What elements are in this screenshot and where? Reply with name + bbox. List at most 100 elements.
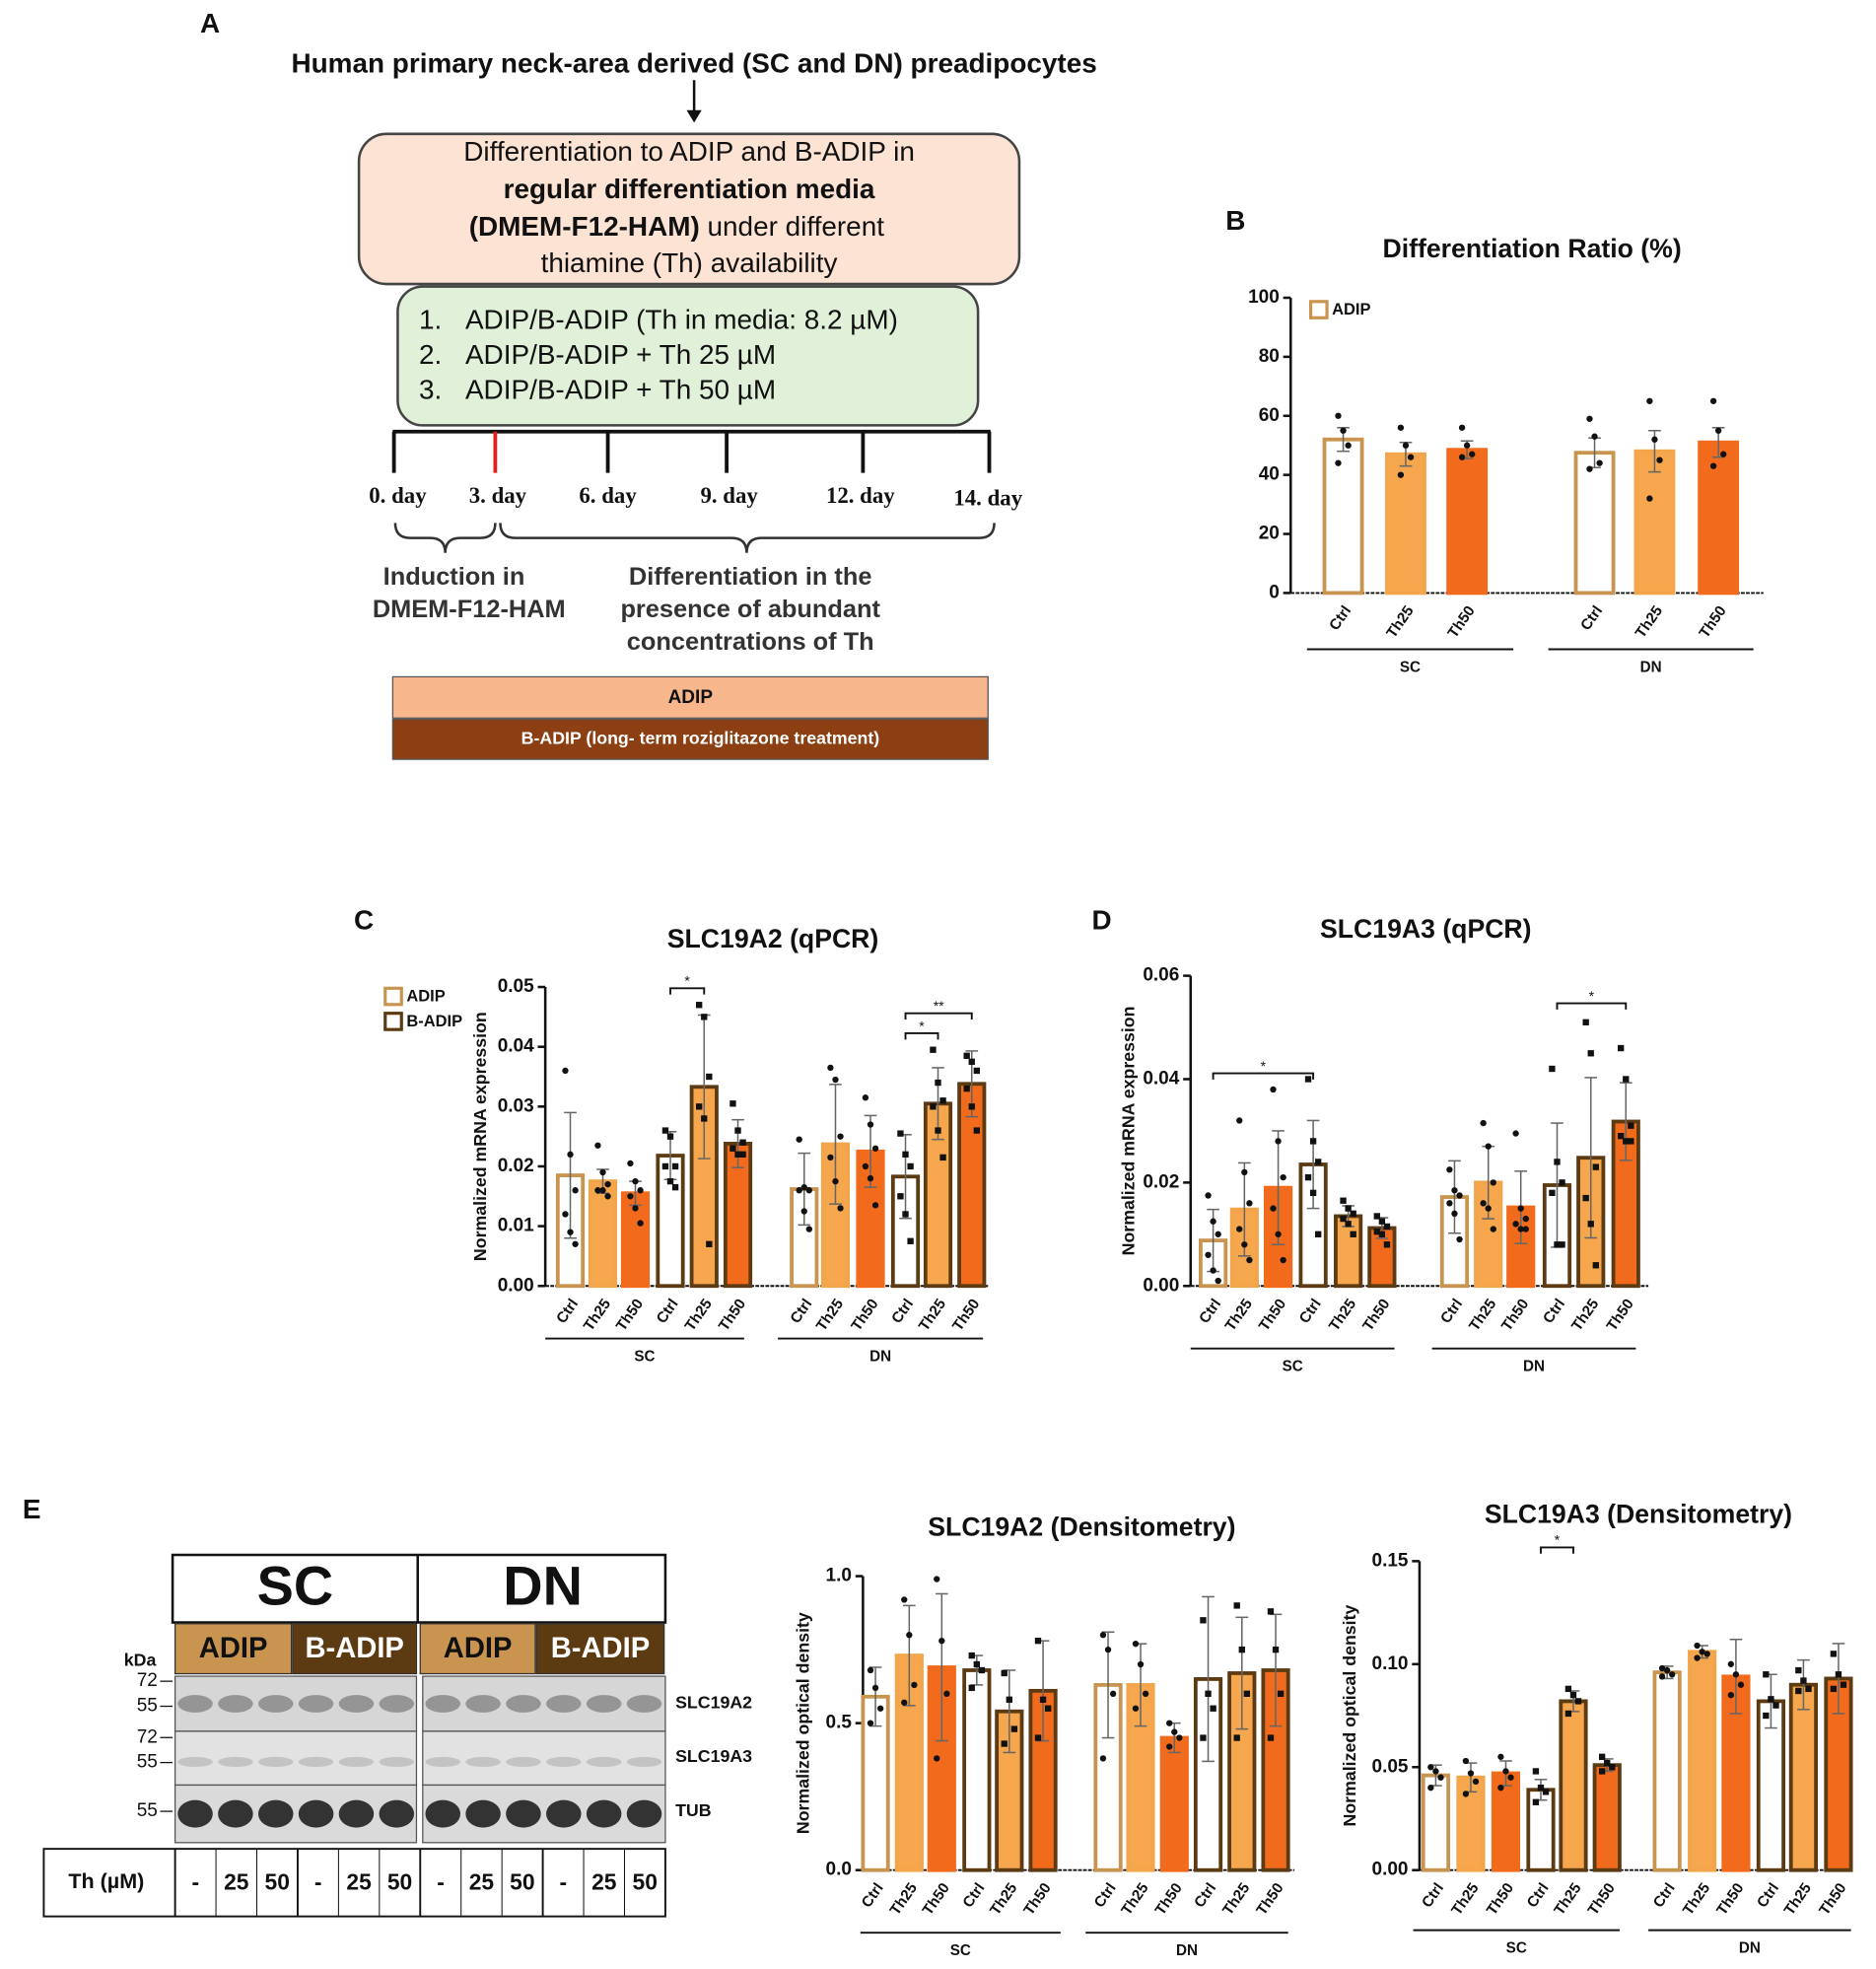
band-label: SLC19A2 xyxy=(675,1693,752,1713)
data-point xyxy=(1472,1778,1480,1786)
step-text: ADIP/B-ADIP + Th 50 µM xyxy=(465,375,776,405)
brace xyxy=(499,523,996,553)
data-point xyxy=(1132,1705,1140,1712)
data-point xyxy=(1497,1753,1504,1760)
data-point xyxy=(1502,1768,1509,1775)
data-point xyxy=(1456,1235,1463,1243)
y-tick-label: 80 xyxy=(1259,346,1280,367)
data-point xyxy=(871,1145,879,1152)
x-tick-label: Ctrl xyxy=(1091,1880,1120,1911)
data-point xyxy=(1658,1673,1666,1680)
data-point xyxy=(1497,1784,1504,1792)
x-tick-label: Th25 xyxy=(1781,1879,1816,1918)
significance-bracket xyxy=(904,1012,973,1020)
data-point xyxy=(1463,442,1471,449)
data-point xyxy=(1835,1671,1842,1678)
th-lane: 25 xyxy=(591,1869,617,1895)
box-text: Differentiation to ADIP and B-ADIP in xyxy=(463,136,915,167)
data-point xyxy=(1272,1646,1280,1653)
data-point xyxy=(968,1103,975,1110)
x-tick-label: Th50 xyxy=(1696,602,1729,641)
data-point xyxy=(671,1162,679,1170)
note: presence of abundant xyxy=(620,596,880,623)
data-point xyxy=(973,1660,981,1668)
y-tick-label: 0.0 xyxy=(826,1860,852,1880)
data-point xyxy=(906,1632,913,1639)
group-label: DN xyxy=(1176,1942,1198,1959)
data-point xyxy=(862,1162,869,1170)
data-point xyxy=(867,1121,874,1128)
blot-subgroup xyxy=(174,1623,293,1675)
data-point xyxy=(1646,397,1653,404)
data-point xyxy=(876,1705,884,1712)
data-point xyxy=(935,1127,941,1134)
x-tick-label: Th25 xyxy=(1118,1879,1152,1918)
blot-band xyxy=(586,1695,622,1713)
group-label: DN xyxy=(1640,660,1662,676)
data-point xyxy=(1512,1221,1519,1228)
data-point xyxy=(1236,1117,1243,1124)
data-point xyxy=(1034,1734,1042,1741)
data-point xyxy=(1304,1076,1312,1083)
data-point xyxy=(1768,1696,1774,1703)
panel-letter: D xyxy=(1092,904,1112,935)
data-point xyxy=(1402,442,1410,449)
group-label: SC xyxy=(634,1349,655,1366)
y-tick-label: 100 xyxy=(1248,287,1280,308)
band-label: SLC19A3 xyxy=(675,1746,752,1766)
data-point xyxy=(696,1002,703,1009)
data-point xyxy=(1246,1200,1253,1207)
y-tick-label: 0.02 xyxy=(498,1156,534,1176)
box-line: (DMEM-F12-HAM) under different xyxy=(469,212,885,243)
bar xyxy=(1334,1214,1363,1289)
blot-band xyxy=(218,1799,253,1828)
legend-swatch xyxy=(383,986,403,1007)
data-point xyxy=(1549,1065,1556,1073)
y-tick-label: 0.04 xyxy=(498,1036,534,1057)
data-point xyxy=(1532,1768,1540,1775)
data-point xyxy=(897,1130,904,1137)
data-point xyxy=(1340,1215,1347,1223)
x-tick-label: Th25 xyxy=(1448,1879,1483,1918)
data-point xyxy=(968,1058,975,1066)
adip-bar xyxy=(391,675,989,719)
x-tick-label: Th25 xyxy=(1219,1879,1254,1918)
data-point xyxy=(1001,1669,1007,1677)
data-point xyxy=(739,1151,746,1159)
data-point xyxy=(701,1115,708,1122)
bar xyxy=(962,1668,992,1872)
data-point xyxy=(1462,1791,1470,1797)
group-label: SC xyxy=(1400,660,1421,676)
data-point xyxy=(1709,397,1717,404)
blot-band xyxy=(546,1799,582,1828)
data-point xyxy=(796,1187,802,1194)
data-point xyxy=(1315,1231,1322,1237)
data-point xyxy=(1432,1768,1439,1775)
data-point xyxy=(730,1100,736,1107)
data-point xyxy=(567,1151,574,1159)
data-point xyxy=(963,1085,970,1092)
data-point xyxy=(1345,1205,1352,1212)
data-point xyxy=(1604,1759,1611,1767)
x-tick-label: Ctrl xyxy=(1754,1880,1782,1911)
data-point xyxy=(837,1133,844,1140)
blot-band xyxy=(177,1799,213,1828)
bar xyxy=(1688,1650,1717,1872)
blot-strip xyxy=(422,1730,666,1787)
data-point xyxy=(1176,1734,1183,1741)
data-point xyxy=(1044,1705,1052,1712)
panel-letter: C xyxy=(354,904,374,935)
blot-band xyxy=(626,1756,662,1768)
data-point xyxy=(1582,1019,1589,1025)
data-point xyxy=(1658,1664,1666,1672)
kda-marker: 72 xyxy=(137,1670,158,1691)
data-point xyxy=(661,1127,669,1134)
blot-band xyxy=(465,1756,501,1768)
chart-title: SLC19A3 (qPCR) xyxy=(1320,914,1532,944)
x-tick-label: Ctrl xyxy=(1191,1880,1219,1911)
th-lane: 50 xyxy=(633,1869,658,1895)
data-point xyxy=(1569,1691,1577,1699)
data-point xyxy=(1241,1168,1248,1176)
data-point xyxy=(871,1684,879,1692)
group-label: SC xyxy=(950,1942,971,1959)
